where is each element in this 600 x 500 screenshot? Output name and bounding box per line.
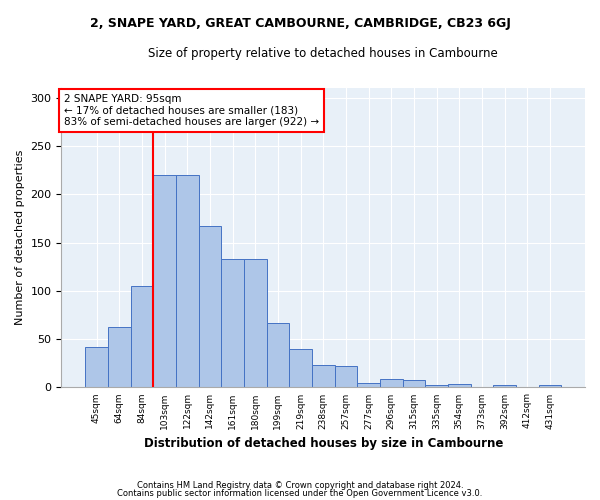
Bar <box>176 175 199 388</box>
Bar <box>448 384 470 388</box>
Y-axis label: Number of detached properties: Number of detached properties <box>15 150 25 326</box>
Bar <box>493 384 516 388</box>
Text: 2 SNAPE YARD: 95sqm
← 17% of detached houses are smaller (183)
83% of semi-detac: 2 SNAPE YARD: 95sqm ← 17% of detached ho… <box>64 94 319 127</box>
Bar <box>312 365 335 388</box>
Text: Contains HM Land Registry data © Crown copyright and database right 2024.: Contains HM Land Registry data © Crown c… <box>137 481 463 490</box>
X-axis label: Distribution of detached houses by size in Cambourne: Distribution of detached houses by size … <box>143 437 503 450</box>
Bar <box>266 322 289 388</box>
Bar <box>108 326 131 388</box>
Bar <box>335 366 357 388</box>
Bar <box>425 384 448 388</box>
Bar <box>221 259 244 388</box>
Text: Contains public sector information licensed under the Open Government Licence v3: Contains public sector information licen… <box>118 488 482 498</box>
Bar <box>403 380 425 388</box>
Bar <box>153 175 176 388</box>
Text: 2, SNAPE YARD, GREAT CAMBOURNE, CAMBRIDGE, CB23 6GJ: 2, SNAPE YARD, GREAT CAMBOURNE, CAMBRIDG… <box>89 18 511 30</box>
Bar <box>244 259 266 388</box>
Title: Size of property relative to detached houses in Cambourne: Size of property relative to detached ho… <box>148 48 498 60</box>
Bar <box>131 286 153 388</box>
Bar <box>380 378 403 388</box>
Bar <box>199 226 221 388</box>
Bar <box>539 386 561 388</box>
Bar <box>85 347 108 388</box>
Bar <box>357 382 380 388</box>
Bar <box>289 349 312 388</box>
